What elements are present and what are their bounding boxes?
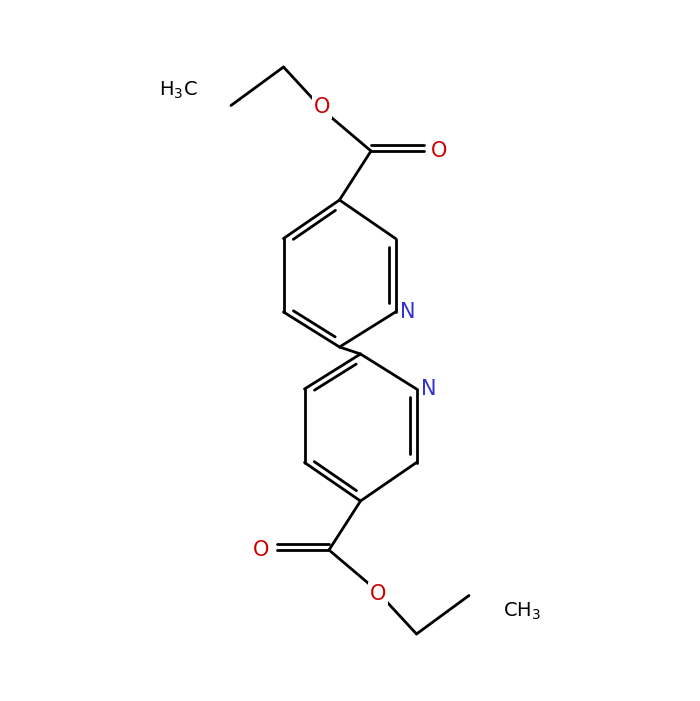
Text: H$_3$C: H$_3$C [159, 79, 197, 101]
Text: N: N [400, 302, 416, 322]
Text: CH$_3$: CH$_3$ [503, 600, 540, 622]
Text: O: O [370, 584, 386, 604]
Text: N: N [421, 379, 437, 399]
Text: O: O [430, 141, 447, 161]
Text: O: O [253, 540, 270, 560]
Text: O: O [314, 97, 330, 117]
